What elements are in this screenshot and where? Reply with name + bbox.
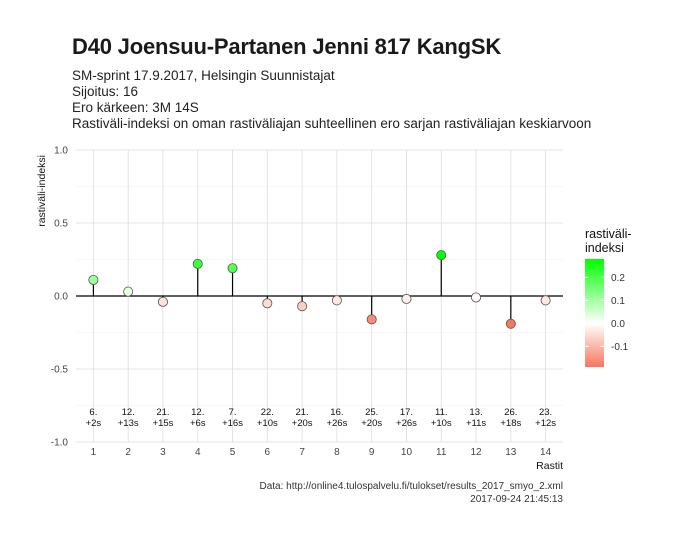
subtitle-line-4: Rastiväli-indeksi on oman rastiväliajan …: [72, 116, 592, 131]
legend-title-line-2: indeksi: [585, 241, 624, 255]
rank-label: 12.: [191, 407, 204, 418]
x-tick-label: 7: [299, 447, 305, 458]
diff-label: +10s: [257, 418, 278, 429]
legend-tick-label: 0.1: [611, 296, 625, 307]
legend-tick-label: -0.1: [611, 342, 629, 353]
lollipop-point: [505, 318, 516, 329]
diff-label: +6s: [190, 418, 206, 429]
x-axis-title: Rastit: [536, 460, 563, 472]
y-tick-label: -1.0: [51, 438, 69, 449]
x-tick-label: 11: [436, 447, 447, 458]
rank-label: 17.: [400, 407, 413, 418]
x-tick-label: 8: [334, 447, 340, 458]
timestamp-caption: 2017-09-24 21:45:13: [470, 494, 563, 505]
lollipop-point: [540, 295, 551, 306]
lollipop-point: [157, 296, 168, 307]
diff-label: +11s: [466, 418, 486, 429]
x-tick-label: 12: [470, 447, 482, 458]
data-source-caption: Data: http://online4.tulospalvelu.fi/tul…: [259, 481, 563, 492]
rank-label: 26.: [504, 407, 517, 418]
rank-label: 12.: [122, 407, 135, 418]
rank-label: 7.: [229, 407, 237, 418]
diff-label: +20s: [292, 418, 313, 429]
lollipop-point: [331, 295, 342, 306]
lollipop-point: [192, 258, 203, 269]
diff-label: +16s: [222, 418, 243, 429]
rank-label: 6.: [89, 407, 97, 418]
diff-label: +12s: [535, 418, 556, 429]
y-tick-label: 0.0: [54, 292, 68, 303]
x-tick-label: 14: [540, 447, 552, 458]
subtitle-line-2: Sijoitus: 16: [72, 84, 139, 99]
lollipop-point: [436, 250, 447, 261]
rank-label: 21.: [295, 407, 308, 418]
diff-label: +13s: [118, 418, 139, 429]
x-tick-label: 6: [265, 447, 271, 458]
rank-label: 13.: [469, 407, 482, 418]
diff-label: +10s: [431, 418, 452, 429]
y-tick-label: -0.5: [51, 365, 69, 376]
lollipop-point: [227, 263, 238, 274]
rank-label: 25.: [365, 407, 378, 418]
rank-label: 21.: [156, 407, 169, 418]
lollipop-point: [262, 298, 273, 309]
x-tick-label: 4: [195, 447, 201, 458]
x-tick-label: 9: [369, 447, 375, 458]
chart-title: D40 Joensuu-Partanen Jenni 817 KangSK: [72, 34, 502, 59]
legend-tick-label: 0.2: [611, 273, 625, 284]
subtitle-line-3: Ero kärkeen: 3M 14S: [72, 100, 199, 115]
diff-label: +2s: [86, 418, 102, 429]
diff-label: +26s: [326, 418, 347, 429]
y-tick-label: 1.0: [54, 146, 68, 157]
y-axis-title: rastiväli-indeksi: [36, 155, 48, 227]
diff-label: +18s: [500, 418, 521, 429]
y-tick-label: 0.5: [54, 219, 68, 230]
lollipop-point: [297, 301, 308, 312]
x-tick-label: 3: [160, 447, 166, 458]
legend-tick-label: 0.0: [611, 319, 625, 330]
x-tick-label: 1: [91, 447, 97, 458]
x-tick-label: 2: [125, 447, 131, 458]
subtitle-line-1: SM-sprint 17.9.2017, Helsingin Suunnista…: [72, 68, 335, 83]
rank-label: 11.: [435, 407, 448, 418]
rank-label: 22.: [261, 407, 274, 418]
rank-label: 16.: [330, 407, 343, 418]
x-tick-label: 5: [230, 447, 236, 458]
legend-colorbar: [585, 259, 604, 367]
diff-label: +20s: [361, 418, 382, 429]
lollipop-point: [88, 274, 99, 285]
diff-label: +15s: [153, 418, 174, 429]
lollipop-point: [123, 286, 134, 297]
lollipop-point: [401, 293, 412, 304]
x-tick-label: 13: [505, 447, 517, 458]
x-tick-label: 10: [401, 447, 413, 458]
lollipop-point: [366, 314, 377, 325]
lollipop-point: [471, 292, 482, 303]
legend-title-line-1: rastiväli-: [585, 227, 632, 241]
rank-label: 23.: [539, 407, 552, 418]
diff-label: +26s: [396, 418, 417, 429]
